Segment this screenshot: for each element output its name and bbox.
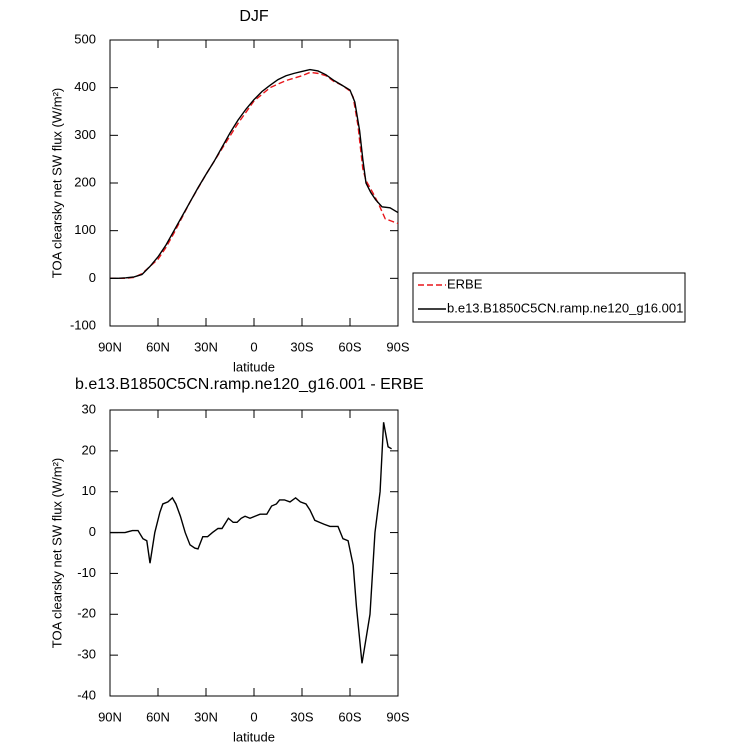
chart-title: DJF — [239, 8, 269, 25]
legend-label: b.e13.B1850C5CN.ramp.ne120_g16.001 — [447, 300, 683, 315]
y-tick-label: -20 — [77, 606, 96, 621]
legend-label: ERBE — [447, 276, 483, 291]
y-tick-label: -30 — [77, 647, 96, 662]
data-line — [110, 68, 399, 280]
x-tick-label: 90N — [98, 709, 122, 724]
y-tick-label: 500 — [74, 31, 96, 46]
y-tick-label: 10 — [82, 483, 96, 498]
x-tick-label: 30N — [194, 709, 218, 724]
y-tick-label: 0 — [89, 270, 96, 285]
y-tick-label: 400 — [74, 79, 96, 94]
y-axis-label: TOA clearsky net SW flux (W/m²) — [49, 458, 64, 648]
y-tick-label: 30 — [82, 401, 96, 416]
x-tick-label: 0 — [250, 709, 257, 724]
x-tick-label: 0 — [250, 339, 257, 354]
x-tick-label: 60N — [146, 709, 170, 724]
data-line — [110, 422, 392, 664]
x-tick-label: 30S — [290, 339, 313, 354]
y-axis-label: TOA clearsky net SW flux (W/m²) — [49, 88, 64, 278]
x-tick-label: 90S — [386, 339, 409, 354]
x-axis-label: latitude — [233, 359, 275, 374]
y-tick-label: 100 — [74, 222, 96, 237]
x-tick-label: 30S — [290, 709, 313, 724]
y-tick-label: -40 — [77, 687, 96, 702]
y-tick-label: 20 — [82, 442, 96, 457]
y-tick-label: 200 — [74, 174, 96, 189]
chart-title: b.e13.B1850C5CN.ramp.ne120_g16.001 - ERB… — [75, 376, 424, 393]
y-tick-label: -10 — [77, 565, 96, 580]
plot-frame — [109, 409, 399, 697]
x-tick-label: 60N — [146, 339, 170, 354]
legend-box — [412, 272, 686, 323]
x-tick-label: 60S — [338, 339, 361, 354]
plot-frame — [109, 39, 399, 327]
data-line — [110, 71, 399, 280]
x-axis-label: latitude — [233, 729, 275, 744]
x-tick-label: 60S — [338, 709, 361, 724]
x-tick-label: 90S — [386, 709, 409, 724]
y-tick-label: 300 — [74, 127, 96, 142]
y-tick-label: 0 — [89, 524, 96, 539]
x-tick-label: 30N — [194, 339, 218, 354]
x-tick-label: 90N — [98, 339, 122, 354]
y-tick-label: -100 — [70, 317, 96, 332]
